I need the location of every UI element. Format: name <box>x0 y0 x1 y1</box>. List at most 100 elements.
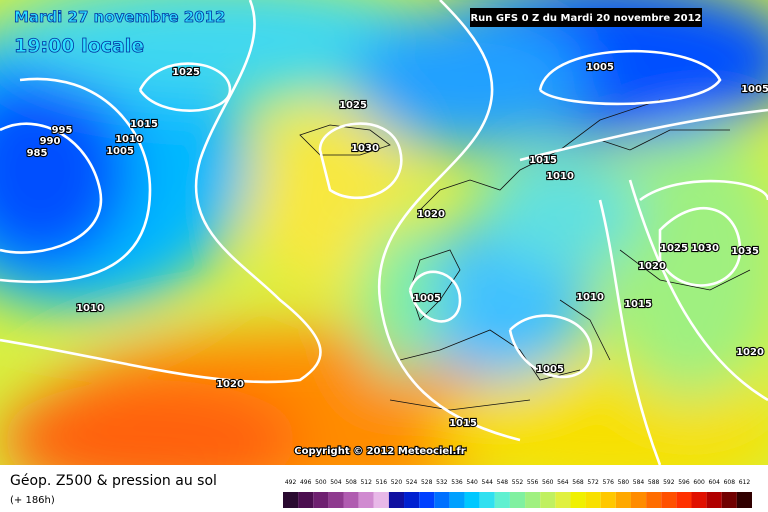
legend-swatch <box>585 492 601 508</box>
legend-swatch <box>494 492 510 508</box>
legend-swatch <box>343 492 359 508</box>
legend-swatch <box>313 492 329 508</box>
legend-label: 548 <box>497 479 509 486</box>
legend-swatch <box>600 492 616 508</box>
legend-swatch <box>570 492 586 508</box>
legend-swatch <box>449 492 465 508</box>
isobar-label: 1010 <box>576 292 604 303</box>
legend-label: 504 <box>330 479 342 486</box>
isobar-label: 1025 <box>339 100 367 111</box>
isobar-label: 1015 <box>624 299 652 310</box>
legend-swatch <box>298 492 314 508</box>
legend: 492 496 500 504 508 512 516 520 524 528 532 536 540 5… <box>283 479 752 508</box>
legend-label: 532 <box>436 479 448 486</box>
legend-swatch <box>646 492 662 508</box>
isobar-label: 1005 <box>413 293 441 304</box>
isobar-label: 1035 <box>731 246 759 257</box>
legend-label: 564 <box>557 479 569 486</box>
legend-swatch <box>691 492 707 508</box>
legend-label: 544 <box>482 479 494 486</box>
legend-label: 492 <box>285 479 297 486</box>
time: 19:00 locale <box>14 35 144 57</box>
legend-swatch <box>555 492 571 508</box>
legend-label: 580 <box>618 479 630 486</box>
isobar-label: 1015 <box>529 155 557 166</box>
legend-label: 592 <box>663 479 675 486</box>
legend-label: 604 <box>708 479 720 486</box>
isobar-label: 1025 <box>172 67 200 78</box>
legend-swatch <box>676 492 692 508</box>
legend-label: 536 <box>451 479 463 486</box>
legend-swatch <box>525 492 541 508</box>
legend-swatch <box>661 492 677 508</box>
isobar-label: 1005 <box>106 146 134 157</box>
legend-swatch <box>736 492 752 508</box>
legend-swatch <box>283 492 299 508</box>
legend-label: 600 <box>693 479 705 486</box>
isobar-label: 1020 <box>417 209 445 220</box>
legend-swatch <box>630 492 647 508</box>
isobar-label: 1015 <box>130 119 158 130</box>
isobar-label: 1005 <box>536 364 564 375</box>
legend-swatch <box>479 492 495 508</box>
isobar-label: 1005 <box>586 62 614 73</box>
legend-label: 588 <box>648 479 660 486</box>
footer-lead: (+ 186h) <box>10 495 55 506</box>
legend-swatch <box>328 492 344 508</box>
legend-label: 584 <box>633 479 645 486</box>
legend-label: 528 <box>421 479 433 486</box>
legend-swatch <box>434 492 450 508</box>
legend-swatch <box>404 492 420 508</box>
isobar-label: 1020 <box>216 379 244 390</box>
legend-swatch <box>419 492 435 508</box>
legend-label: 520 <box>391 479 403 486</box>
legend-label: 512 <box>360 479 372 486</box>
legend-label: 572 <box>587 479 599 486</box>
run-label: Run GFS 0 Z du Mardi 20 novembre 2012 <box>470 13 701 24</box>
isobar-label: 995 <box>52 125 73 136</box>
legend-label: 508 <box>345 479 357 486</box>
isobar-label: 1025 <box>660 243 688 254</box>
legend-swatch <box>509 492 526 508</box>
legend-swatch <box>706 492 722 508</box>
legend-swatch <box>358 492 374 508</box>
legend-label: 596 <box>678 479 690 486</box>
isobar-label: 1020 <box>736 347 764 358</box>
isobar-label: 1005 <box>741 84 768 95</box>
legend-label: 500 <box>315 479 327 486</box>
copyright: Copyright © 2012 Meteociel.fr <box>294 446 465 457</box>
legend-swatch <box>615 492 631 508</box>
legend-label: 516 <box>376 479 388 486</box>
legend-label: 556 <box>527 479 539 486</box>
legend-swatch <box>388 492 405 508</box>
legend-swatch <box>721 492 737 508</box>
isobar-label: 1010 <box>546 171 574 182</box>
legend-label: 608 <box>724 479 736 486</box>
legend-swatch <box>540 492 556 508</box>
isobar-label: 1010 <box>115 134 143 145</box>
isobar-label: 1010 <box>76 303 104 314</box>
legend-swatch <box>373 492 389 508</box>
legend-label: 568 <box>572 479 584 486</box>
footer-title: Géop. Z500 & pression au sol <box>10 473 217 489</box>
legend-swatch <box>464 492 480 508</box>
isobar-label: 1030 <box>351 143 379 154</box>
legend-label: 552 <box>512 479 524 486</box>
isobar-label: 985 <box>27 148 48 159</box>
isobar-label: 990 <box>40 136 61 147</box>
legend-label: 560 <box>542 479 554 486</box>
run-box <box>470 8 702 27</box>
isobar-label: 1020 <box>638 261 666 272</box>
legend-label: 576 <box>603 479 615 486</box>
isobar-label: 1030 <box>691 243 719 254</box>
isobar-label: 1015 <box>449 418 477 429</box>
date: Mardi 27 novembre 2012 <box>14 8 226 26</box>
legend-label: 524 <box>406 479 418 486</box>
legend-label: 612 <box>739 479 751 486</box>
legend-label: 540 <box>466 479 478 486</box>
legend-label: 496 <box>300 479 312 486</box>
